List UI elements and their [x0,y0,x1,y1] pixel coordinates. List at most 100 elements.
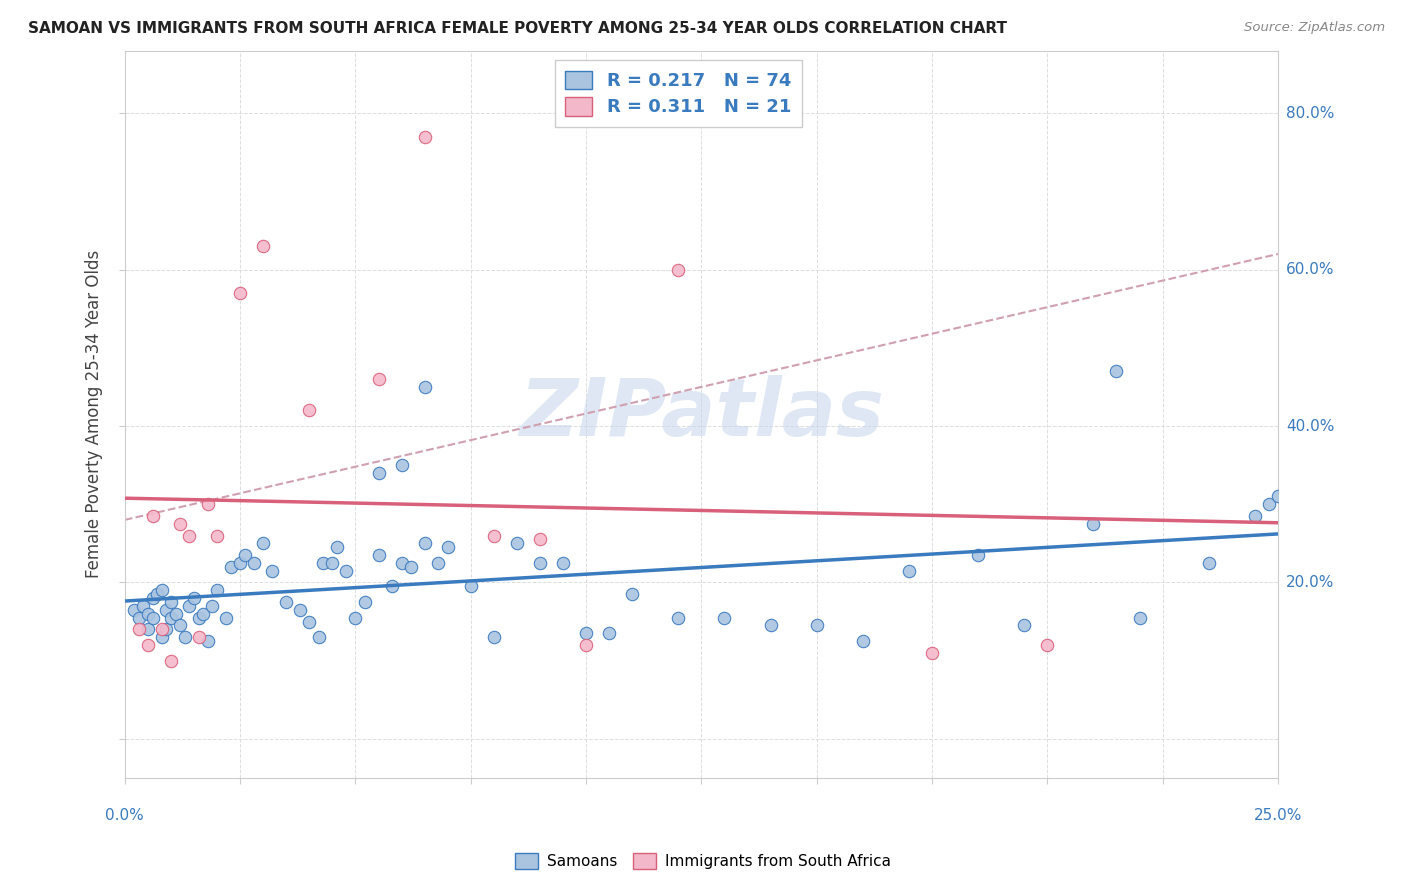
Y-axis label: Female Poverty Among 25-34 Year Olds: Female Poverty Among 25-34 Year Olds [86,250,103,578]
Point [1105,364,1128,378]
Point [852,634,875,648]
Point [169,618,191,632]
Point [666,610,689,624]
Point [921,646,943,660]
Point [529,533,551,547]
Point [150,623,173,637]
Point [1257,497,1279,511]
Point [298,403,321,417]
Point [344,610,367,624]
Point [367,548,389,562]
Point [335,564,357,578]
Point [312,556,335,570]
Point [205,583,228,598]
Legend: Samoans, Immigrants from South Africa: Samoans, Immigrants from South Africa [509,847,897,875]
Point [169,516,191,531]
Point [506,536,529,550]
Point [399,559,422,574]
Text: 20.0%: 20.0% [1286,575,1334,590]
Point [598,626,620,640]
Point [141,610,163,624]
Point [229,556,252,570]
Point [150,630,173,644]
Point [436,540,458,554]
Point [288,603,311,617]
Point [160,595,183,609]
Point [252,536,274,550]
Point [1244,508,1267,523]
Legend: R = 0.217   N = 74, R = 0.311   N = 21: R = 0.217 N = 74, R = 0.311 N = 21 [554,60,801,128]
Point [179,599,201,613]
Point [967,548,990,562]
Point [146,587,169,601]
Point [353,595,375,609]
Point [326,540,349,554]
Point [482,630,505,644]
Point [136,623,159,637]
Point [621,587,644,601]
Point [575,638,598,652]
Text: Source: ZipAtlas.com: Source: ZipAtlas.com [1244,21,1385,34]
Point [381,579,404,593]
Point [413,380,436,394]
Point [529,556,551,570]
Point [243,556,266,570]
Point [1128,610,1150,624]
Point [136,638,159,652]
Point [179,528,201,542]
Point [197,634,219,648]
Point [1083,516,1105,531]
Point [276,595,298,609]
Text: 40.0%: 40.0% [1286,418,1334,434]
Point [233,548,256,562]
Text: ZIPatlas: ZIPatlas [519,376,884,453]
Point [1267,490,1289,504]
Point [413,536,436,550]
Text: 80.0%: 80.0% [1286,106,1334,120]
Point [160,654,183,668]
Point [160,610,183,624]
Point [150,583,173,598]
Point [391,458,413,472]
Point [427,556,450,570]
Text: 60.0%: 60.0% [1286,262,1334,277]
Point [321,556,343,570]
Point [551,556,574,570]
Point [460,579,482,593]
Point [187,630,209,644]
Point [128,623,150,637]
Point [173,630,195,644]
Point [713,610,735,624]
Point [197,497,219,511]
Point [219,559,242,574]
Text: SAMOAN VS IMMIGRANTS FROM SOUTH AFRICA FEMALE POVERTY AMONG 25-34 YEAR OLDS CORR: SAMOAN VS IMMIGRANTS FROM SOUTH AFRICA F… [28,21,1007,36]
Point [806,618,828,632]
Point [298,615,321,629]
Point [132,599,155,613]
Point [205,528,228,542]
Point [141,591,163,605]
Point [391,556,413,570]
Point [187,610,209,624]
Text: 25.0%: 25.0% [1254,808,1302,823]
Point [229,286,252,301]
Point [155,623,177,637]
Point [183,591,205,605]
Point [367,466,389,480]
Point [165,607,187,621]
Point [136,607,159,621]
Point [759,618,782,632]
Point [122,603,145,617]
Point [215,610,238,624]
Point [262,564,284,578]
Point [308,630,330,644]
Point [141,508,163,523]
Point [128,610,150,624]
Point [897,564,920,578]
Text: 0.0%: 0.0% [105,808,145,823]
Point [666,262,689,277]
Point [1036,638,1059,652]
Point [252,239,274,253]
Point [1198,556,1220,570]
Point [193,607,215,621]
